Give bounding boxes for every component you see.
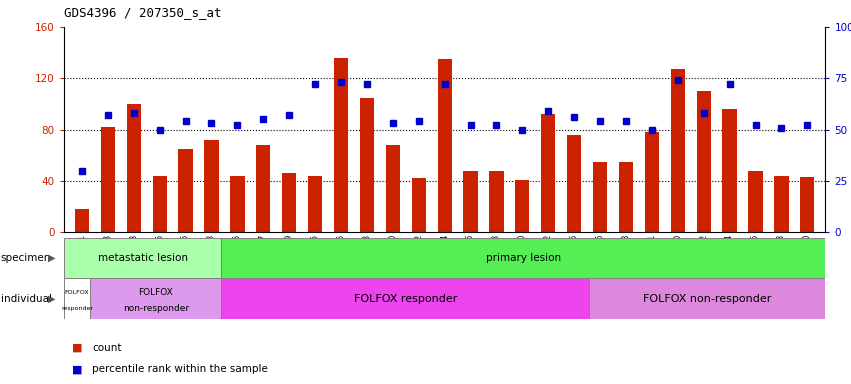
Text: ▶: ▶ <box>48 253 55 263</box>
Bar <box>589 278 825 319</box>
Bar <box>412 179 426 232</box>
Bar <box>619 162 633 232</box>
Bar <box>489 170 504 232</box>
Text: ■: ■ <box>72 364 83 374</box>
Text: specimen: specimen <box>1 253 51 263</box>
Text: FOLFOX: FOLFOX <box>65 290 89 295</box>
Bar <box>204 140 219 232</box>
Bar <box>90 278 221 319</box>
Bar <box>75 209 89 232</box>
Bar <box>800 177 814 232</box>
Bar <box>127 104 141 232</box>
Bar <box>671 69 685 232</box>
Bar <box>360 98 374 232</box>
Bar <box>386 145 400 232</box>
Bar <box>567 135 581 232</box>
Bar <box>308 176 323 232</box>
Bar <box>645 132 659 232</box>
Bar <box>179 149 192 232</box>
Bar <box>697 91 711 232</box>
Bar <box>221 278 589 319</box>
Text: non-responder: non-responder <box>123 304 189 313</box>
Bar <box>256 145 271 232</box>
Bar <box>282 173 296 232</box>
Bar <box>774 176 789 232</box>
Text: ▶: ▶ <box>48 294 55 304</box>
Bar <box>593 162 608 232</box>
Bar <box>152 176 167 232</box>
Bar <box>437 59 452 232</box>
Bar <box>515 180 529 232</box>
Bar <box>221 238 825 278</box>
Text: responder: responder <box>61 306 93 311</box>
Text: metastatic lesion: metastatic lesion <box>98 253 187 263</box>
Bar <box>722 109 737 232</box>
Bar <box>541 114 556 232</box>
Text: percentile rank within the sample: percentile rank within the sample <box>92 364 268 374</box>
Bar <box>100 127 115 232</box>
Text: FOLFOX non-responder: FOLFOX non-responder <box>643 293 772 304</box>
Text: FOLFOX responder: FOLFOX responder <box>353 293 457 304</box>
Bar <box>64 278 90 319</box>
Bar <box>64 238 221 278</box>
Bar <box>231 176 244 232</box>
Text: GDS4396 / 207350_s_at: GDS4396 / 207350_s_at <box>64 6 221 19</box>
Bar <box>464 170 477 232</box>
Text: ■: ■ <box>72 343 83 353</box>
Text: individual: individual <box>1 294 52 304</box>
Bar <box>334 58 348 232</box>
Text: count: count <box>92 343 122 353</box>
Text: primary lesion: primary lesion <box>486 253 561 263</box>
Text: FOLFOX: FOLFOX <box>139 288 173 297</box>
Bar <box>748 170 762 232</box>
